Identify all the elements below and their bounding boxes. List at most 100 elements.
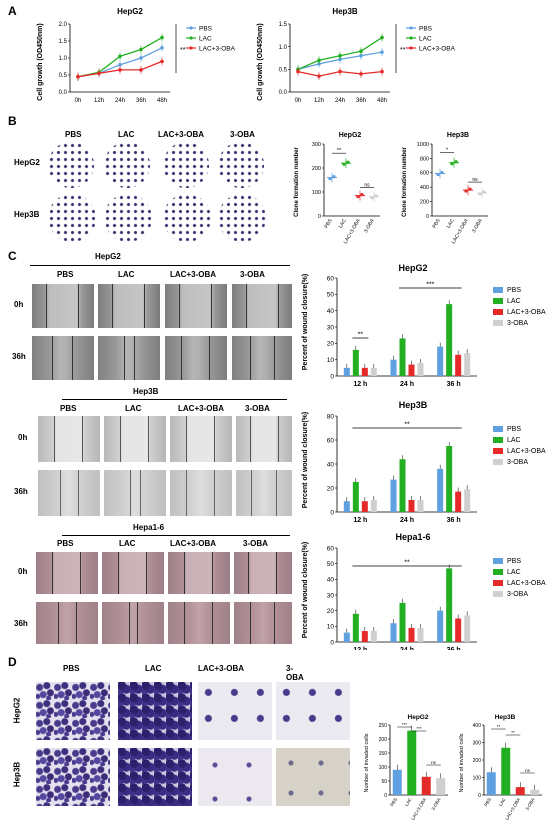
data-point xyxy=(380,69,384,74)
legend-label: PBS xyxy=(507,426,521,433)
legend-marker-pbs xyxy=(409,26,413,30)
wound-hepa-36h-pbs xyxy=(36,602,98,644)
invasion-col-oba: 3-OBA xyxy=(286,664,304,682)
y-tick-label: 800 xyxy=(420,156,429,162)
legend-swatch xyxy=(493,569,503,575)
x-tick-label: LAC xyxy=(338,218,348,230)
data-point xyxy=(160,35,164,40)
y-tick-label: 0.5 xyxy=(59,73,68,79)
bar xyxy=(361,367,368,376)
wound-hepg2-36h-oba xyxy=(232,336,292,380)
wound-group-hepa-title: Hepa1-6 xyxy=(133,523,165,532)
bar xyxy=(352,482,359,512)
bar xyxy=(370,631,377,642)
data-point xyxy=(360,193,364,197)
data-point xyxy=(139,68,143,72)
legend-swatch xyxy=(493,591,503,597)
legend-label: 3-OBA xyxy=(507,459,528,466)
wound-hepa-col-headers: PBS LAC LAC+3-OBA 3-OBA xyxy=(30,539,290,551)
legend-label: LAC+3-OBA xyxy=(507,580,546,587)
data-point xyxy=(346,160,350,164)
data-point xyxy=(317,58,321,63)
bar xyxy=(399,602,406,642)
bar xyxy=(408,500,415,512)
colony-row-hepg2: HepG2 xyxy=(14,158,40,167)
wound-hepg2-36h-pbs xyxy=(32,336,94,380)
invasion-col-pbs: PBS xyxy=(63,664,80,673)
y-tick-label: 50 xyxy=(381,779,387,785)
bar xyxy=(446,568,453,642)
wound-hep3b-row-0h: 0h xyxy=(18,433,28,442)
y-tick-label: 400 xyxy=(420,185,429,191)
y-tick-label: 0.5 xyxy=(279,67,288,73)
colony-dish-hepg2-lac xyxy=(104,142,150,188)
sig-label: ** xyxy=(404,422,410,429)
data-point xyxy=(76,74,80,79)
legend-swatch xyxy=(493,426,503,432)
x-tick-label: 0h xyxy=(75,98,82,104)
bar xyxy=(399,338,406,376)
y-tick-label: 60 xyxy=(327,437,335,444)
bar xyxy=(421,776,431,795)
wound-col-oba: 3-OBA xyxy=(240,270,265,279)
sig-label: *** xyxy=(426,282,434,289)
legend-swatch xyxy=(493,309,503,315)
invasion-hep3b-pbs xyxy=(36,748,110,806)
y-tick-label: 2.0 xyxy=(59,22,68,28)
growth-chart-hep3b: Hep3B Cell growth (OD450nm) 0.0 0.5 1.0 1.5… xyxy=(257,7,456,104)
bar xyxy=(417,500,424,512)
y-tick-label: 200 xyxy=(379,737,388,743)
sig-label: *** xyxy=(416,726,422,731)
x-tick-label: 12 h xyxy=(353,647,367,650)
data-point xyxy=(296,69,300,74)
data-point xyxy=(359,72,363,76)
wound-hepa-36h-oba xyxy=(234,602,292,644)
bar xyxy=(370,367,377,376)
invasion-charts: HepG2 Number of invaded cells 0 50 100 150 2… xyxy=(364,714,542,821)
y-tick-label: 40 xyxy=(327,461,335,468)
bar xyxy=(343,632,350,642)
wound-col-pbs: PBS xyxy=(57,539,74,548)
colony-hepg2-title: HepG2 xyxy=(339,132,362,139)
wound-hepg2-0h-pbs xyxy=(32,284,94,328)
invasion-hep3b-lac xyxy=(118,748,192,806)
wound-hep3b-0h-pbs xyxy=(38,416,100,462)
x-tick-label: 36 h xyxy=(447,381,461,388)
x-tick-label: 12 h xyxy=(353,517,367,524)
panel-letter-c: C xyxy=(8,249,17,263)
wound-hep3b-0h-lac-oba xyxy=(170,416,232,462)
y-tick-label: 200 xyxy=(312,166,321,172)
growth-hep3b-ylabel: Cell growth (OD450nm) xyxy=(257,23,264,100)
bar xyxy=(361,501,368,512)
data-point xyxy=(374,194,378,198)
data-point xyxy=(478,192,482,196)
sig-label: ** xyxy=(497,724,501,729)
data-point xyxy=(332,175,336,179)
invasion-hepg2-lac xyxy=(118,682,192,740)
x-tick-label: PBS xyxy=(324,217,335,229)
y-tick-label: 20 xyxy=(327,341,335,348)
data-point xyxy=(118,54,122,59)
y-tick-label: 1000 xyxy=(417,142,429,148)
growth-legend-hepg2: PBS LAC LAC+3-OBA xyxy=(186,26,236,53)
legend-swatch xyxy=(493,437,503,443)
wound-hepa-36h-lac xyxy=(102,602,164,644)
growth-chart-hepg2: HepG2 Cell growth (OD450nm) 0.0 0.5 1.0 1.5… xyxy=(37,7,236,104)
legend-label-pbs: PBS xyxy=(199,26,213,33)
bar xyxy=(392,769,402,795)
x-tick-label: LAC+3-OBA xyxy=(504,797,521,821)
panel-letter-b: B xyxy=(8,114,17,128)
sig-label: ns xyxy=(431,760,437,765)
invasion-hepg2-ylabel: Number of invaded cells xyxy=(364,733,370,792)
y-tick-label: 1.5 xyxy=(59,39,68,45)
data-point xyxy=(482,190,486,194)
wound-col-lac-oba: LAC+3-OBA xyxy=(170,539,217,548)
x-tick-label: 24 h xyxy=(400,647,414,650)
legend-label: LAC xyxy=(507,437,521,444)
y-tick-label: 400 xyxy=(473,723,482,729)
sig-label: ** xyxy=(404,560,410,567)
invasion-hepg2-oba xyxy=(276,682,350,740)
x-tick-label: 24 h xyxy=(400,381,414,388)
x-tick-label: 36 h xyxy=(447,517,461,524)
y-tick-label: 600 xyxy=(420,171,429,177)
